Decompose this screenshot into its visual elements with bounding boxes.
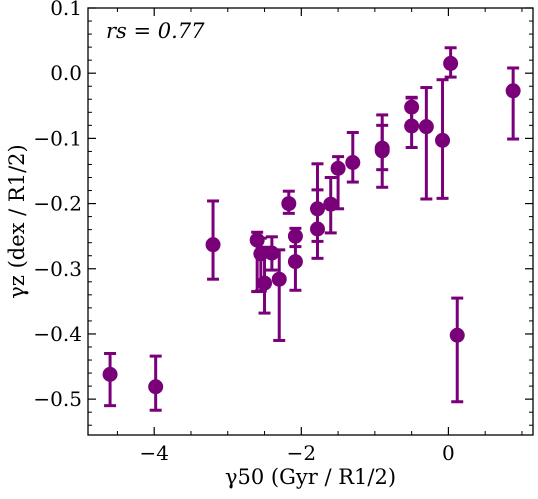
data-point	[443, 46, 459, 79]
point-marker	[205, 237, 221, 253]
data-point	[418, 86, 434, 201]
data-point	[148, 354, 164, 412]
data-point	[271, 248, 287, 342]
point-marker	[309, 221, 325, 237]
data-point	[205, 199, 221, 281]
point-marker	[249, 232, 265, 248]
y-tick-label: 0.1	[50, 0, 82, 20]
point-marker	[102, 366, 118, 382]
y-tick-label: 0.0	[50, 61, 82, 85]
data-point	[281, 189, 297, 215]
y-tick-label: −0.5	[33, 387, 82, 411]
point-marker	[330, 160, 346, 176]
plot-frame	[87, 7, 534, 436]
point-marker	[271, 271, 287, 287]
point-marker	[345, 155, 361, 171]
point-marker	[435, 132, 451, 148]
y-tick-label: −0.3	[33, 257, 82, 281]
data-point	[264, 235, 280, 272]
point-marker	[443, 55, 459, 71]
y-tick-label: −0.1	[33, 126, 82, 150]
point-marker	[505, 83, 521, 99]
ticks-layer: −4 −2 0 −0.5 −0.4 −0.3 −0.2 −0.1 0.0 0.1	[33, 0, 533, 465]
points-layer	[102, 46, 521, 412]
data-point	[345, 131, 361, 184]
x-tick-label: −4	[139, 441, 168, 465]
data-point	[374, 123, 390, 189]
data-point	[505, 66, 521, 141]
y-tick-label: −0.2	[33, 192, 82, 216]
data-point	[435, 78, 451, 200]
data-point	[330, 155, 346, 211]
point-marker	[404, 118, 420, 134]
data-point	[309, 162, 325, 260]
x-tick-label: −2	[287, 441, 316, 465]
point-marker	[449, 327, 465, 343]
data-point	[323, 175, 339, 235]
data-point	[449, 296, 465, 404]
x-tick-label: 0	[442, 441, 455, 465]
point-marker	[287, 254, 303, 270]
point-marker	[281, 196, 297, 212]
point-marker	[374, 143, 390, 159]
y-axis-title: γz (dex / R1/2)	[5, 144, 29, 298]
point-marker	[418, 119, 434, 135]
point-marker	[148, 379, 164, 395]
x-axis-title: γ50 (Gyr / R1/2)	[225, 465, 396, 489]
data-point	[404, 95, 420, 150]
correlation-annotation: rs = 0.77	[106, 19, 205, 43]
point-marker	[264, 245, 280, 261]
data-point	[287, 237, 303, 292]
data-point	[102, 352, 118, 408]
point-marker	[257, 275, 273, 291]
y-tick-label: −0.4	[33, 322, 82, 346]
